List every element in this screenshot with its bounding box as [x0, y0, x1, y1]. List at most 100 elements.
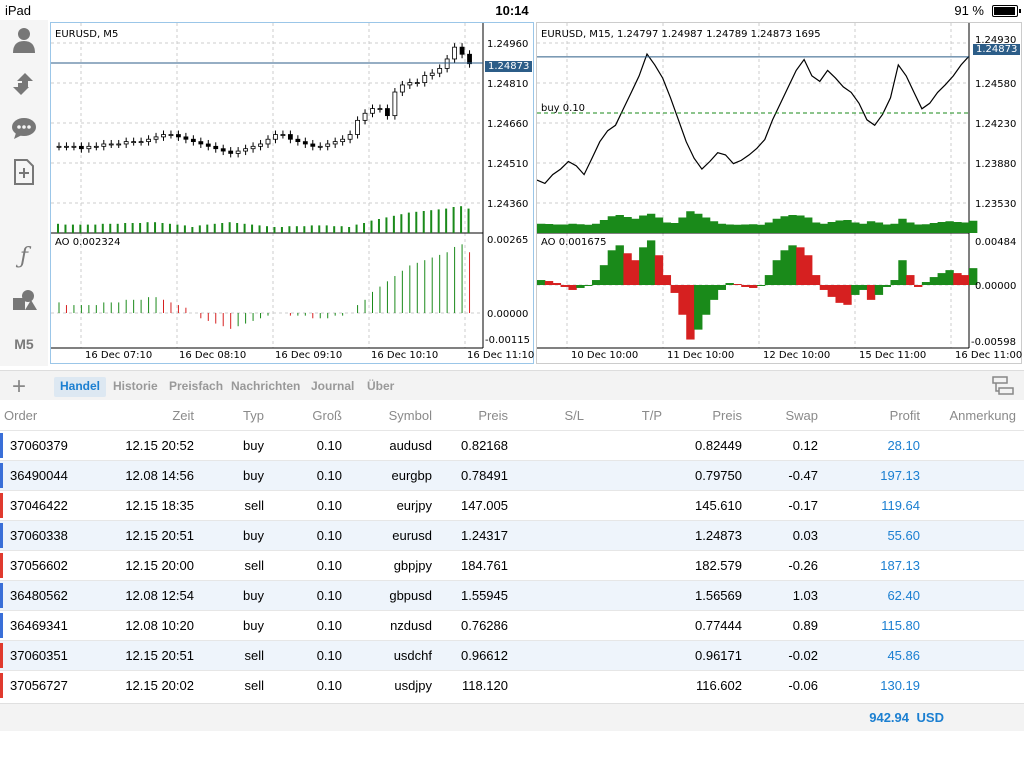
volume-bar: [686, 211, 695, 233]
cell-tp: [592, 639, 670, 670]
ao-bar: [733, 284, 742, 285]
volume-bar: [599, 220, 609, 233]
ao-bar: [780, 250, 789, 285]
cell-time: 12.15 20:00: [90, 549, 202, 580]
volume-bar: [243, 223, 246, 233]
cell-type: buy: [202, 609, 272, 640]
col-current-price[interactable]: Preis: [712, 408, 742, 424]
candle-body: [101, 143, 107, 147]
cell-cur: 0.96171: [670, 639, 750, 670]
col-size[interactable]: Groß: [312, 408, 342, 424]
col-profit[interactable]: Profit: [889, 408, 920, 424]
volume-bar: [213, 223, 216, 233]
cell-time: 12.15 18:35: [90, 489, 202, 520]
cell-type: buy: [202, 459, 272, 490]
table-row[interactable]: 36490044 12.08 14:56 buy 0.10 eurgbp 0.78491 0…: [0, 459, 1024, 490]
table-row[interactable]: 36469341 12.08 10:20 buy 0.10 nzdusd 0.76286 0…: [0, 609, 1024, 640]
volume-bar: [191, 227, 194, 233]
indicator-y-tick: 0.00265: [487, 235, 529, 246]
ao-bar: [796, 247, 805, 285]
tab-preisfach[interactable]: Preisfach: [169, 379, 224, 393]
volume-bar: [741, 224, 750, 233]
col-order[interactable]: Order: [4, 408, 38, 424]
function-icon[interactable]: ƒ: [19, 243, 29, 269]
volume-bar: [258, 225, 261, 233]
cell-swap: 0.89: [750, 609, 826, 640]
indicator-y-tick: -0.00115: [485, 335, 530, 346]
candle-body: [205, 143, 211, 147]
col-type[interactable]: Typ: [243, 408, 264, 424]
cell-tp: [592, 459, 670, 490]
volume-bar: [101, 223, 104, 233]
layout-icon[interactable]: [992, 375, 1014, 397]
tab-journal[interactable]: Journal: [311, 379, 355, 393]
cell-time: 12.08 12:54: [90, 579, 202, 610]
cell-swap: -0.02: [750, 639, 826, 670]
chat-icon[interactable]: [8, 112, 40, 144]
cell-price: 0.96612: [440, 639, 516, 670]
ao-bar: [576, 285, 585, 288]
col-symbol[interactable]: Symbol: [388, 408, 432, 424]
cell-sl: [516, 609, 592, 640]
col-price[interactable]: Preis: [478, 408, 508, 424]
ao-bar: [584, 285, 593, 286]
ao-bar: [866, 285, 876, 300]
candle-body: [86, 145, 92, 150]
table-row[interactable]: 37060351 12.15 20:51 sell 0.10 usdchf 0.96612…: [0, 639, 1024, 670]
objects-icon[interactable]: [8, 284, 40, 316]
col-tp[interactable]: T/P: [641, 408, 662, 424]
volume-bar: [198, 225, 201, 233]
cell-profit: 45.86: [826, 639, 928, 670]
indicator-label: AO 0.001675: [541, 237, 607, 248]
col-sl[interactable]: S/L: [564, 408, 584, 424]
ao-bar: [615, 245, 624, 285]
cell-size: 0.10: [272, 429, 350, 460]
table-row[interactable]: 37056602 12.15 20:00 sell 0.10 gbpjpy 184.761…: [0, 549, 1024, 580]
cell-note: [928, 579, 1024, 610]
indicator-y-tick: 0.00484: [975, 237, 1017, 248]
battery-percent: 91 %: [954, 3, 984, 18]
tab-handel[interactable]: Handel: [54, 377, 107, 397]
col-note[interactable]: Anmerkung: [949, 408, 1016, 424]
tab-nachrichten[interactable]: Nachrichten: [231, 379, 301, 393]
ao-bar: [906, 275, 915, 285]
col-swap[interactable]: Swap: [785, 408, 818, 424]
cell-type: sell: [202, 639, 272, 670]
volume-bar: [929, 223, 939, 233]
tab-historie[interactable]: Historie: [113, 379, 158, 393]
volume-bar: [206, 224, 209, 233]
cell-tp: [592, 519, 670, 550]
ao-bar: [741, 285, 750, 287]
table-row[interactable]: 37046422 12.15 18:35 sell 0.10 eurjpy 147.005…: [0, 489, 1024, 520]
volume-bar: [788, 215, 797, 233]
y-tick: 1.24930: [975, 35, 1017, 46]
timeframe-button[interactable]: M5: [14, 336, 34, 352]
status-bar: iPad 10:14 91 %: [0, 0, 1024, 20]
table-row[interactable]: 37060379 12.15 20:52 buy 0.10 audusd 0.82168 0…: [0, 429, 1024, 460]
volume-bar: [303, 226, 306, 233]
tab-uber[interactable]: Über: [367, 379, 395, 393]
chart-eurusd-m5[interactable]: EURUSD, M5 AO 0.002324 1.24960 1.24810 1…: [50, 22, 534, 364]
ao-bar: [560, 285, 569, 287]
volume-bar: [131, 223, 134, 233]
table-row[interactable]: 37060338 12.15 20:51 buy 0.10 eurusd 1.24317 1…: [0, 519, 1024, 550]
user-icon[interactable]: [8, 24, 40, 56]
candle-body: [265, 138, 271, 145]
cell-symbol: eurgbp: [350, 459, 440, 490]
table-row[interactable]: 37056727 12.15 20:02 sell 0.10 usdjpy 118.120…: [0, 669, 1024, 700]
table-row[interactable]: 36480562 12.08 12:54 buy 0.10 gbpusd 1.55945 1…: [0, 579, 1024, 610]
new-document-icon[interactable]: [8, 156, 40, 188]
col-time[interactable]: Zeit: [172, 408, 194, 424]
add-icon[interactable]: +: [12, 373, 27, 400]
candle-body: [228, 150, 234, 154]
cell-sl: [516, 669, 592, 700]
volume-bar: [422, 211, 425, 233]
cell-order: 36480562: [0, 579, 90, 610]
trade-arrows-icon[interactable]: [8, 68, 40, 100]
volume-bar: [961, 222, 970, 233]
cell-note: [928, 639, 1024, 670]
cell-cur: 116.602: [670, 669, 750, 700]
ao-bar: [591, 280, 601, 285]
chart-eurusd-m15[interactable]: EURUSD, M15, 1.24797 1.24987 1.24789 1.2…: [536, 22, 1022, 364]
ao-bar: [552, 283, 562, 285]
